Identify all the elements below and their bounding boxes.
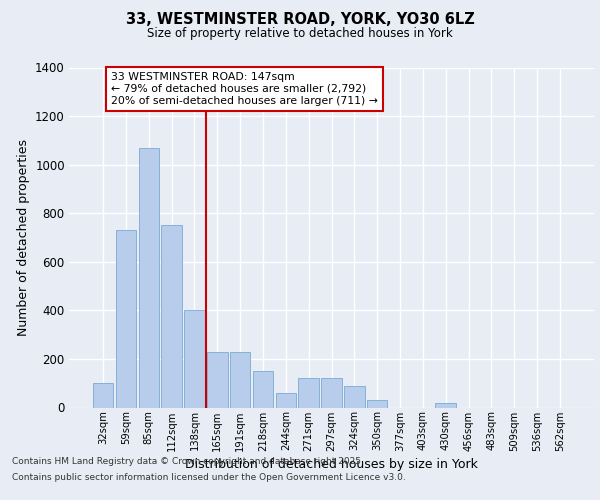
Text: Contains HM Land Registry data © Crown copyright and database right 2025.: Contains HM Land Registry data © Crown c… — [12, 458, 364, 466]
Bar — [298, 378, 319, 408]
Bar — [367, 400, 388, 407]
Bar — [275, 393, 296, 407]
Bar — [321, 378, 342, 408]
Bar — [93, 383, 113, 407]
X-axis label: Distribution of detached houses by size in York: Distribution of detached houses by size … — [185, 458, 478, 470]
Text: Contains public sector information licensed under the Open Government Licence v3: Contains public sector information licen… — [12, 472, 406, 482]
Bar — [207, 352, 227, 408]
Bar — [253, 371, 273, 408]
Text: 33, WESTMINSTER ROAD, YORK, YO30 6LZ: 33, WESTMINSTER ROAD, YORK, YO30 6LZ — [125, 12, 475, 28]
Bar — [436, 402, 456, 407]
Bar — [230, 352, 250, 408]
Text: 33 WESTMINSTER ROAD: 147sqm
← 79% of detached houses are smaller (2,792)
20% of : 33 WESTMINSTER ROAD: 147sqm ← 79% of det… — [111, 72, 378, 106]
Bar — [139, 148, 159, 408]
Bar — [116, 230, 136, 408]
Bar — [344, 386, 365, 407]
Text: Size of property relative to detached houses in York: Size of property relative to detached ho… — [147, 28, 453, 40]
Bar — [161, 226, 182, 408]
Y-axis label: Number of detached properties: Number of detached properties — [17, 139, 29, 336]
Bar — [184, 310, 205, 408]
